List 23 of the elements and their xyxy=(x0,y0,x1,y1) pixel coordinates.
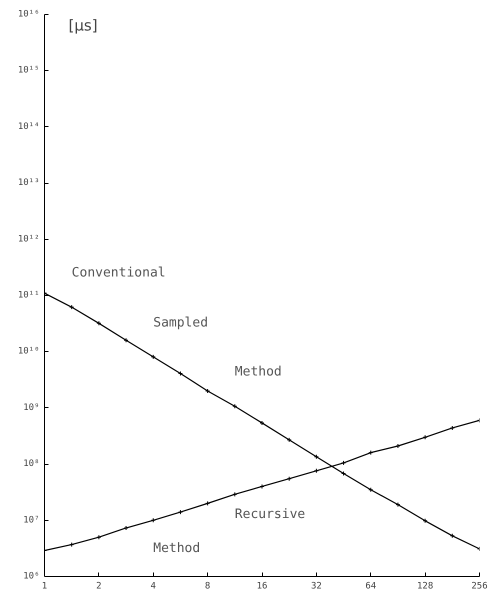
x-tick-label: 8 xyxy=(204,582,210,592)
x-tick-label: 256 xyxy=(471,582,488,592)
y-tick-label: 10⁶ xyxy=(23,572,40,582)
y-tick-label: 10¹⁵ xyxy=(18,66,40,76)
y-tick-label: 10¹¹ xyxy=(18,290,40,300)
y-tick-label: 10¹⁰ xyxy=(18,346,40,357)
x-tick-label: 64 xyxy=(365,582,376,592)
x-tick-label: 32 xyxy=(310,582,322,592)
y-tick-label: 10⁷ xyxy=(23,515,40,526)
y-tick-label: 10⁸ xyxy=(23,459,40,470)
x-tick-label: 128 xyxy=(416,582,434,592)
x-tick-label: 2 xyxy=(96,582,102,592)
x-tick-label: 4 xyxy=(150,582,156,592)
y-tick-label: 10⁹ xyxy=(23,402,40,413)
text: Conventional Sampled Method xyxy=(72,266,282,380)
y-tick-label: 10¹² xyxy=(18,234,40,244)
y-axis-title: [μs] xyxy=(68,16,98,34)
text: Recursive Method xyxy=(153,506,306,556)
x-tick-label: 1 xyxy=(42,582,48,592)
y-tick-label: 10¹⁴ xyxy=(18,122,40,132)
x-tick-label: 16 xyxy=(256,582,268,592)
y-tick-label: 10¹³ xyxy=(18,178,40,188)
y-tick-label: 10¹⁶ xyxy=(18,10,40,20)
